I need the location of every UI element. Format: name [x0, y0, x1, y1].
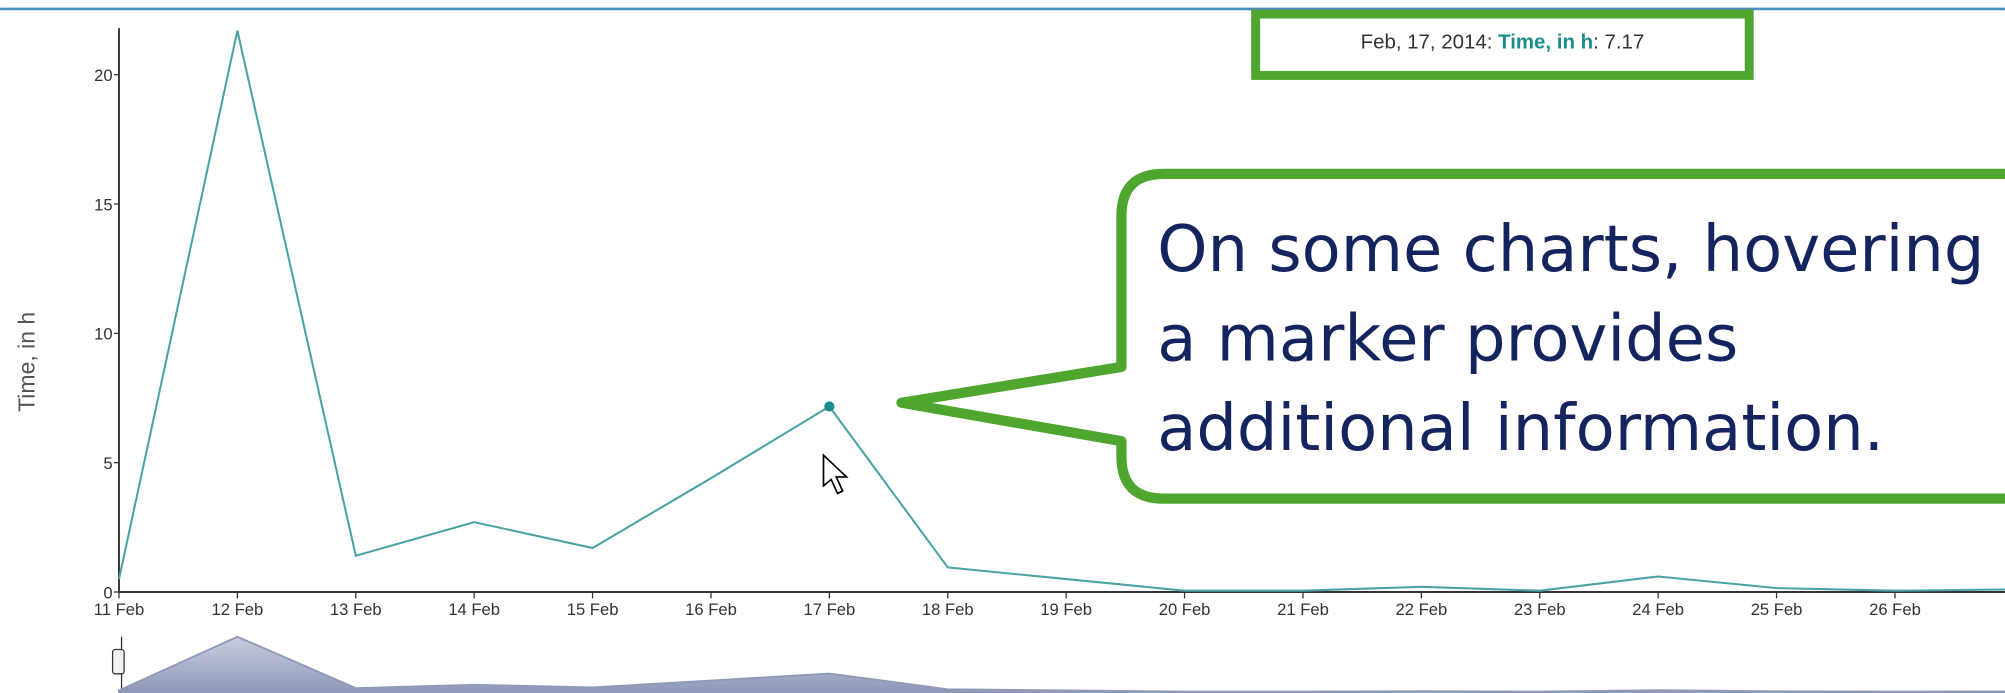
x-tick-label: 17 Feb — [804, 600, 856, 619]
x-tick-label: 16 Feb — [685, 600, 737, 619]
y-tick-label: 15 — [94, 195, 112, 214]
plot: 0 5 10 15 20 11 Feb 12 Feb 13 Feb 14 Feb 15 Feb 16… — [94, 28, 2005, 693]
tooltip: Feb, 17, 2014: Time, in h: 7.17 — [1361, 31, 1645, 54]
x-tick-label: 21 Feb — [1277, 600, 1329, 619]
callout-line: a marker provides — [1157, 303, 1738, 377]
callout-bubble — [896, 168, 2005, 504]
series-line — [117, 30, 2005, 592]
tooltip-box — [1251, 9, 1754, 80]
x-tick-label: 14 Feb — [448, 600, 500, 619]
x-tick-label: 12 Feb — [212, 600, 264, 619]
x-tick-label: 19 Feb — [1040, 600, 1092, 619]
x-tick-label: 15 Feb — [567, 600, 619, 619]
x-tick-label: 11 Feb — [94, 600, 144, 619]
navigator-handle — [111, 648, 125, 675]
y-tick-label: 5 — [103, 454, 112, 473]
callout-line: On some charts, hovering — [1157, 213, 1984, 287]
x-tick-label: 22 Feb — [1396, 600, 1448, 619]
y-tick-label: 20 — [94, 66, 112, 85]
x-tick-label: 25 Feb — [1751, 600, 1803, 619]
hover-marker — [824, 401, 835, 412]
x-tick-label: 24 Feb — [1632, 600, 1684, 619]
navigator-area — [118, 635, 2005, 693]
callout-line: additional information. — [1157, 392, 1884, 466]
tooltip-value: 7.17 — [1604, 31, 1644, 54]
x-tick-label: 20 Feb — [1159, 600, 1211, 619]
x-tick-label: 18 Feb — [922, 600, 974, 619]
tooltip-date: Feb, 17, 2014: — [1361, 31, 1498, 54]
x-tick-label: 26 Feb — [1869, 600, 1921, 619]
x-tick-label: 13 Feb — [330, 600, 382, 619]
tooltip-series: Time, in h — [1498, 31, 1593, 54]
y-tick-label: 10 — [94, 325, 112, 344]
y-axis-label: Time, in h — [14, 312, 40, 412]
cursor — [822, 453, 849, 495]
y-tick-label: 0 — [103, 583, 112, 602]
x-tick-label: 23 Feb — [1514, 600, 1566, 619]
tooltip-sep: : — [1593, 31, 1604, 54]
